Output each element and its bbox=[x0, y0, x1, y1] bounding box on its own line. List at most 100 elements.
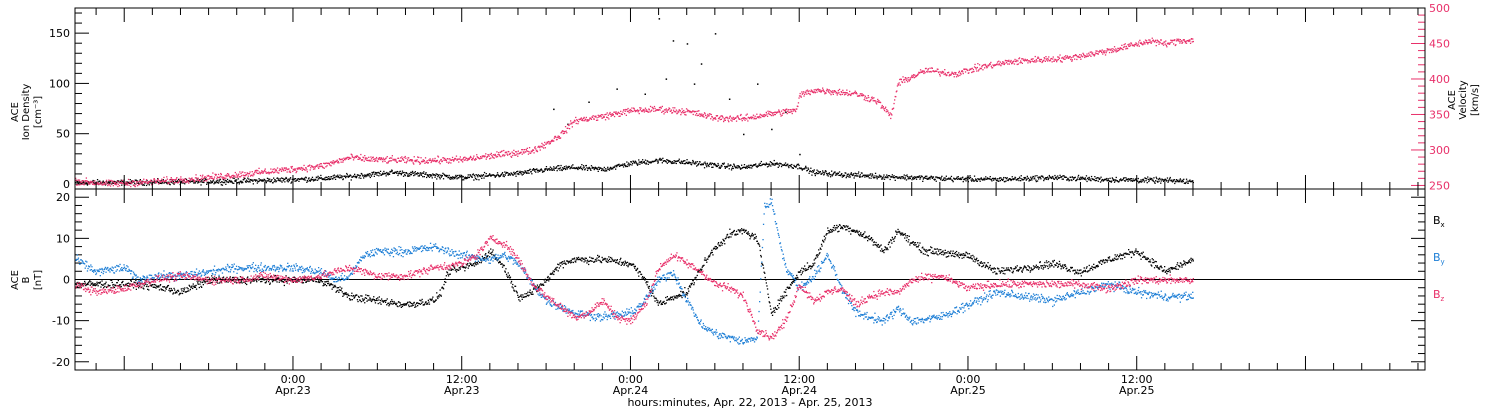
data-point bbox=[451, 265, 454, 267]
data-point bbox=[280, 177, 283, 179]
data-point bbox=[863, 94, 865, 97]
data-point bbox=[1187, 182, 1189, 184]
data-point bbox=[1119, 179, 1121, 181]
data-point bbox=[482, 156, 484, 158]
data-point bbox=[897, 84, 900, 86]
data-point bbox=[111, 279, 113, 281]
top-ylabel-line2: Ion Density bbox=[21, 84, 32, 141]
data-point bbox=[909, 79, 911, 81]
data-point bbox=[588, 119, 590, 121]
data-point bbox=[400, 174, 402, 176]
data-point bbox=[1134, 179, 1136, 181]
data-point bbox=[665, 161, 667, 163]
data-point bbox=[653, 105, 656, 108]
data-point bbox=[525, 151, 527, 153]
data-point bbox=[252, 175, 254, 177]
data-point bbox=[531, 173, 533, 175]
data-point bbox=[92, 181, 94, 183]
data-point bbox=[750, 164, 752, 166]
data-point bbox=[436, 178, 438, 180]
data-point bbox=[601, 117, 603, 119]
data-point bbox=[260, 179, 262, 181]
data-point bbox=[1081, 56, 1084, 58]
data-point bbox=[1038, 60, 1040, 62]
data-point bbox=[89, 284, 91, 286]
data-point bbox=[1045, 178, 1048, 180]
data-point bbox=[100, 286, 102, 288]
data-point bbox=[693, 162, 695, 164]
data-point bbox=[972, 179, 974, 181]
data-point bbox=[468, 158, 470, 160]
data-point bbox=[1152, 179, 1154, 181]
data-point bbox=[711, 162, 713, 164]
data-point bbox=[467, 159, 469, 161]
data-point bbox=[357, 156, 360, 158]
data-point bbox=[127, 285, 129, 287]
data-point bbox=[310, 179, 312, 181]
data-point bbox=[657, 162, 659, 164]
data-point bbox=[444, 159, 446, 161]
data-point bbox=[172, 293, 174, 295]
data-point bbox=[527, 150, 529, 152]
data-point bbox=[231, 182, 234, 184]
data-point bbox=[584, 120, 586, 122]
data-point bbox=[491, 154, 493, 156]
data-point bbox=[478, 261, 481, 264]
data-point bbox=[521, 171, 523, 173]
data-point bbox=[99, 282, 101, 284]
data-point bbox=[645, 109, 648, 111]
data-point bbox=[577, 166, 580, 168]
data-point bbox=[325, 281, 327, 283]
data-point bbox=[222, 179, 225, 181]
data-point bbox=[266, 279, 268, 281]
data-point bbox=[186, 287, 188, 289]
data-point bbox=[638, 110, 640, 112]
data-point bbox=[129, 283, 131, 285]
data-point bbox=[1036, 180, 1039, 182]
data-point bbox=[203, 280, 206, 282]
data-point bbox=[247, 172, 249, 175]
data-point bbox=[666, 159, 668, 161]
data-point bbox=[354, 173, 356, 175]
data-point bbox=[955, 76, 958, 78]
data-point bbox=[1151, 177, 1153, 180]
data-point bbox=[1052, 175, 1054, 178]
data-point bbox=[783, 164, 785, 166]
data-point bbox=[265, 282, 267, 284]
data-point bbox=[600, 114, 603, 116]
data-point bbox=[212, 172, 214, 174]
data-point bbox=[495, 175, 497, 177]
data-point bbox=[544, 169, 546, 171]
data-point bbox=[301, 169, 303, 171]
data-point bbox=[180, 181, 182, 183]
data-point bbox=[448, 161, 450, 163]
data-point bbox=[546, 168, 548, 170]
data-point bbox=[549, 277, 551, 279]
data-point bbox=[470, 156, 472, 159]
data-point bbox=[565, 165, 567, 167]
data-point bbox=[885, 176, 887, 179]
data-point bbox=[357, 174, 360, 176]
data-point bbox=[647, 110, 649, 113]
data-point bbox=[590, 169, 592, 171]
data-point bbox=[869, 173, 872, 175]
data-point bbox=[180, 292, 182, 294]
data-point bbox=[695, 162, 697, 164]
data-point bbox=[513, 290, 515, 292]
data-point bbox=[527, 172, 529, 174]
data-point bbox=[965, 180, 967, 182]
data-point bbox=[476, 154, 478, 156]
data-point bbox=[830, 94, 832, 96]
data-point bbox=[1083, 54, 1085, 57]
data-point bbox=[645, 163, 647, 165]
data-point bbox=[209, 282, 211, 284]
data-point bbox=[931, 176, 933, 178]
data-point bbox=[1047, 58, 1049, 60]
data-point bbox=[1040, 178, 1042, 180]
data-point bbox=[323, 178, 325, 181]
bottom-ylabel-line2: B bbox=[21, 276, 32, 283]
data-point bbox=[808, 172, 810, 174]
data-point bbox=[872, 98, 874, 100]
data-point bbox=[234, 175, 236, 177]
data-point bbox=[670, 161, 672, 163]
